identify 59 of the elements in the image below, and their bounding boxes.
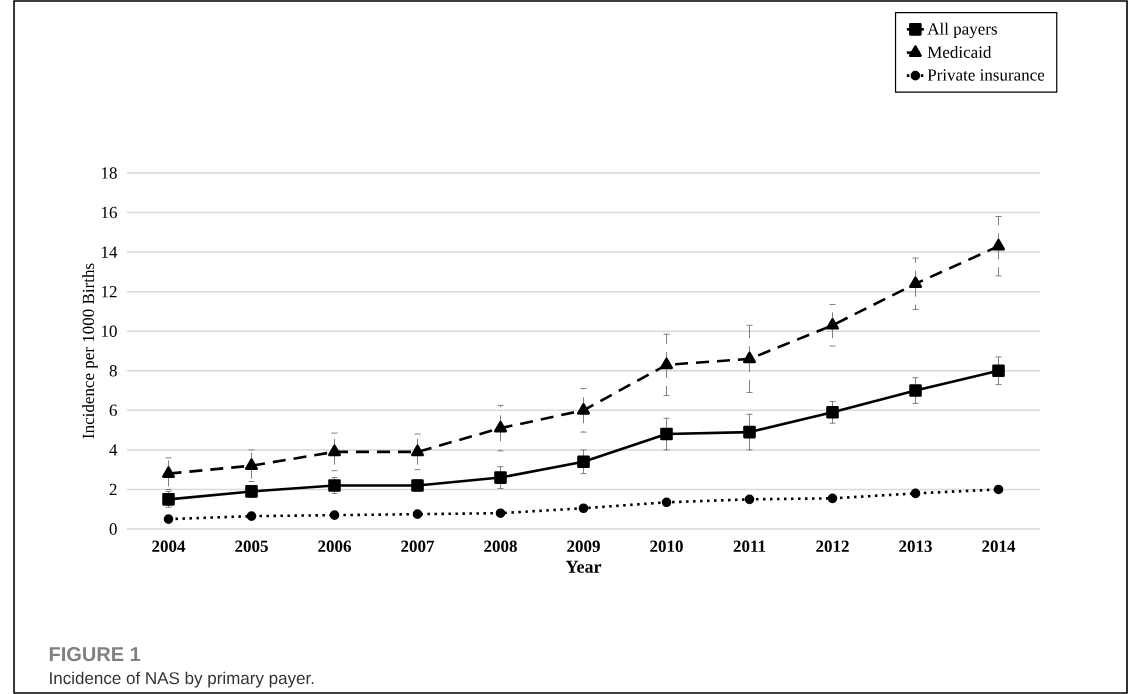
legend-label: Private insurance (927, 69, 1045, 81)
point (245, 485, 258, 498)
point (578, 503, 589, 514)
point (910, 488, 921, 499)
y-tick-label: 8 (109, 365, 117, 377)
point (328, 444, 341, 457)
point (744, 494, 755, 505)
point (909, 276, 922, 289)
x-tick-label: 2012 (816, 540, 849, 553)
x-tick-label: 2004 (152, 540, 186, 553)
y-tick-label: 12 (101, 286, 117, 298)
y-tick-label: 4 (109, 444, 118, 456)
point (992, 364, 1005, 378)
y-tick-label: 14 (101, 246, 118, 258)
point (495, 508, 506, 518)
point (494, 471, 507, 484)
legend-label: All payers (927, 22, 997, 39)
x-tick-label: 2007 (401, 540, 435, 553)
point (661, 497, 672, 508)
y-axis-title: Incidence per 1000 Births (82, 263, 98, 439)
x-tick-label: 2014 (982, 540, 1016, 553)
y-tick-label: 6 (109, 404, 117, 417)
x-tick-label: 2006 (318, 540, 351, 553)
x-tick-label: 2008 (484, 540, 517, 553)
point (494, 420, 507, 433)
x-tick-label: 2013 (899, 540, 932, 553)
point (411, 444, 424, 457)
y-tick-label: 10 (101, 325, 117, 337)
point (577, 403, 590, 415)
point (163, 514, 174, 524)
point (743, 425, 756, 439)
point (577, 455, 590, 469)
point (826, 317, 839, 330)
point (826, 406, 839, 419)
y-tick-label: 0 (109, 523, 117, 535)
x-tick-label: 2010 (650, 540, 683, 553)
point (992, 238, 1006, 251)
point (660, 427, 673, 441)
text: Incidence of NAS by primary payer. (50, 671, 314, 688)
point (827, 493, 838, 504)
x-tick-label: 2005 (235, 540, 268, 553)
x-axis-title: Year (565, 560, 602, 573)
legend-label: Medicaid (927, 45, 992, 58)
point (743, 351, 757, 364)
point (162, 466, 175, 478)
y-tick-label: 16 (101, 206, 117, 219)
point (412, 509, 423, 519)
point (909, 384, 922, 397)
point (993, 484, 1004, 495)
point (245, 458, 258, 471)
x-tick-label: 2009 (567, 540, 600, 553)
point (329, 510, 340, 520)
caption: FIGURE 1 (49, 647, 141, 662)
y-tick-label: 2 (109, 483, 117, 496)
x-tick-label: 2011 (733, 540, 766, 553)
point (246, 511, 257, 521)
point (660, 357, 673, 370)
y-tick-label: 18 (101, 167, 117, 179)
point (162, 493, 175, 506)
